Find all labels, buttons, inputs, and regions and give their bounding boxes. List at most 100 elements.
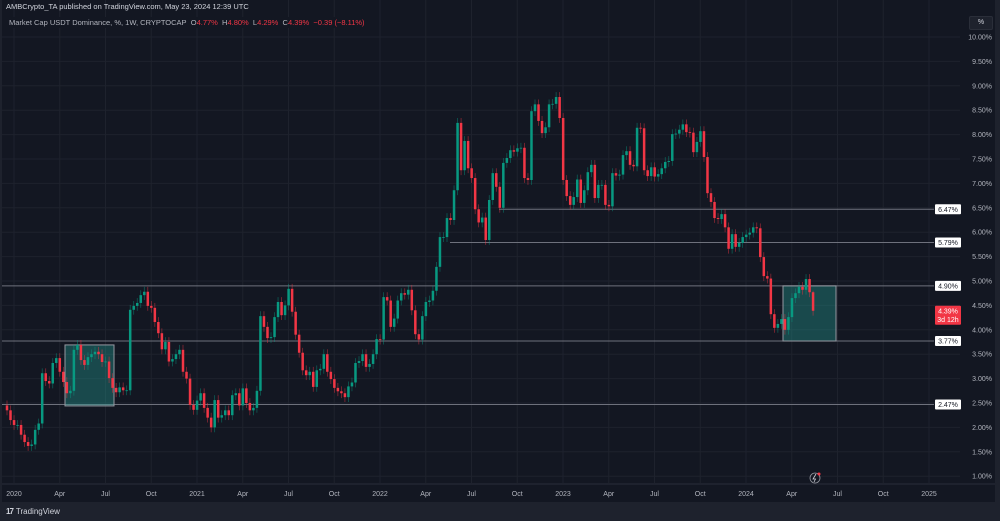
candle-body: [216, 400, 220, 418]
candle-body: [114, 387, 118, 393]
candle-body: [368, 363, 371, 367]
close-value: 4.39%: [287, 18, 310, 27]
close-label: C: [282, 18, 288, 27]
candle-body: [202, 393, 206, 408]
candle-body: [614, 173, 618, 176]
candle-body: [220, 415, 223, 418]
candle-body: [730, 234, 734, 249]
candlestick-chart[interactable]: 10.00% 9.50% 9.00% 8.50% 8.00% 7.50% 7.00% 6.50…: [2, 0, 995, 502]
candle-body: [371, 354, 375, 364]
candle-body: [509, 150, 512, 159]
candle-body: [706, 157, 709, 194]
candle-body: [607, 204, 611, 207]
candle-body: [709, 193, 713, 202]
level-price-label: 5.79%: [938, 240, 958, 247]
x-tick-label: Apr: [54, 491, 66, 498]
candle-body: [744, 234, 748, 238]
footer: 17 TradingView: [6, 507, 60, 516]
y-tick-label: 4.00%: [972, 327, 992, 334]
brand-name[interactable]: TradingView: [15, 507, 60, 516]
candle-body: [741, 237, 744, 243]
candle-body: [326, 354, 329, 372]
candle-body: [30, 444, 33, 446]
candle-body: [537, 104, 540, 121]
candle-body: [611, 173, 614, 207]
candle-body: [392, 318, 396, 327]
candle-body: [811, 292, 815, 311]
candle-body: [206, 407, 209, 418]
candle-body: [62, 371, 65, 383]
candle-body: [297, 334, 301, 353]
candle-body: [491, 173, 495, 200]
candle-body: [241, 388, 245, 406]
candle-body: [685, 124, 688, 133]
x-tick-label: 2022: [372, 491, 388, 498]
percent-scale-button[interactable]: %: [969, 16, 993, 30]
level-price-label: 2.47%: [938, 402, 958, 409]
candle-body: [188, 378, 192, 405]
candle-body: [723, 214, 727, 228]
candle-body: [47, 381, 51, 384]
candle-body: [407, 289, 410, 295]
candle-body: [319, 368, 322, 371]
candle-body: [660, 168, 663, 175]
candle-body: [804, 279, 808, 290]
candle-body: [459, 122, 463, 171]
current-price-tag: [935, 305, 961, 325]
candle-body: [505, 158, 509, 163]
candle-body: [86, 357, 90, 365]
candle-body: [667, 160, 671, 162]
candle-body: [234, 393, 238, 396]
candle-body: [104, 361, 107, 363]
candle-body: [540, 120, 544, 134]
high-label: H: [222, 18, 228, 27]
candle-body: [40, 373, 44, 424]
candle-body: [456, 122, 459, 191]
x-tick-label: Apr: [420, 491, 432, 498]
candle-body: [385, 297, 389, 301]
candle-body: [551, 103, 554, 105]
y-tick-label: 1.00%: [972, 474, 992, 481]
low-label: L: [252, 18, 258, 27]
candle-body: [568, 196, 572, 205]
candle-body: [311, 371, 315, 387]
candle-body: [259, 316, 262, 391]
candle-body: [55, 358, 58, 363]
candle-body: [421, 316, 424, 340]
candle-body: [245, 388, 248, 403]
x-tick-label: 2024: [738, 491, 754, 498]
candle-body: [713, 201, 716, 219]
candle-body: [255, 390, 259, 408]
candle-body: [755, 227, 759, 229]
candle-body: [445, 218, 449, 238]
level-price-label: 3.77%: [938, 339, 958, 346]
candle-body: [727, 227, 730, 249]
change-value: −0.39 (−8.11%): [313, 18, 365, 27]
candle-body: [340, 391, 343, 394]
candle-body: [347, 386, 350, 398]
y-tick-label: 5.00%: [972, 279, 992, 286]
symbol-title[interactable]: Market Cap USDT Dominance, %, 1W, CRYPTO…: [9, 18, 187, 27]
candle-body: [195, 400, 199, 410]
candle-body: [107, 361, 111, 379]
x-tick-label: Apr: [237, 491, 249, 498]
candle-body: [780, 319, 783, 324]
candle-body: [248, 403, 252, 411]
level-price-label: 6.47%: [938, 207, 958, 214]
candle-body: [9, 410, 12, 421]
candle-body: [695, 141, 699, 153]
open-label: O: [190, 18, 197, 27]
y-tick-label: 6.50%: [972, 205, 992, 212]
chart-panel[interactable]: 10.00% 9.50% 9.00% 8.50% 8.00% 7.50% 7.00% 6.50…: [2, 0, 995, 502]
lightning-icon[interactable]: [809, 472, 821, 484]
candle-body: [790, 298, 794, 318]
candle-body: [653, 167, 656, 177]
candle-body: [639, 127, 642, 129]
highlight-box: [64, 344, 115, 407]
candle-body: [565, 179, 568, 197]
candle-body: [590, 164, 593, 173]
y-tick-label: 5.50%: [972, 254, 992, 261]
candle-body: [533, 104, 537, 112]
candle-body: [227, 410, 231, 416]
candle-body: [69, 390, 72, 394]
